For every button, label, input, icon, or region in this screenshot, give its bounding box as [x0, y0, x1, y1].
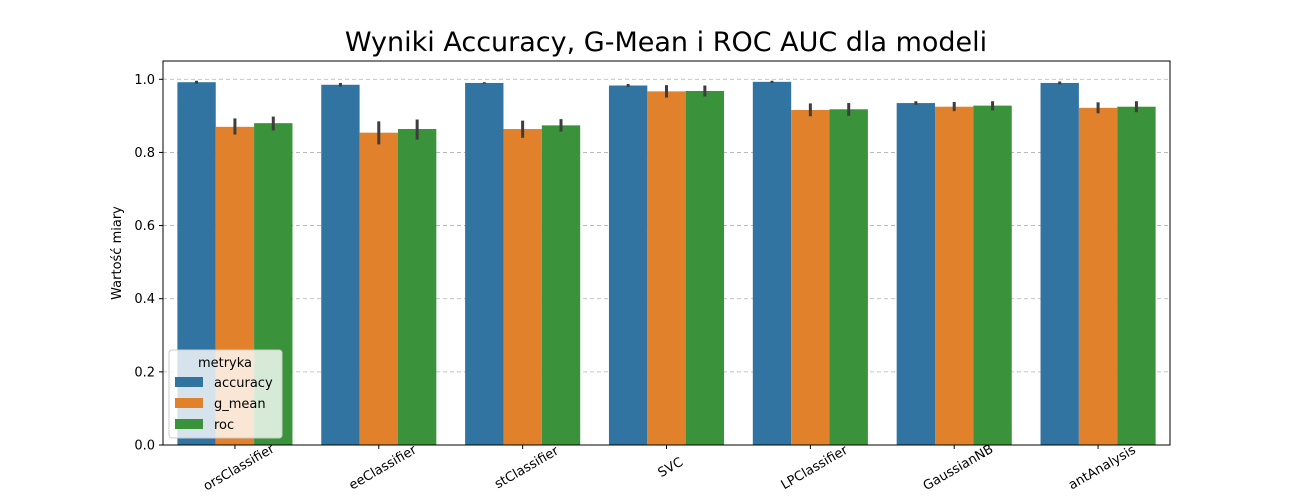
bar-accuracy — [321, 84, 360, 446]
legend-swatch-accuracy — [175, 377, 203, 387]
x-axis: orsClassifier eeClassifier stClassifier SVC… — [201, 441, 1139, 494]
legend-box — [168, 349, 283, 439]
x-tick-label: eeClassifier — [347, 442, 420, 493]
x-tick-label: antAnalysis — [1066, 443, 1139, 494]
y-tick-label: 0.4 — [134, 292, 155, 307]
bar-accuracy — [608, 85, 648, 445]
bar-roc — [829, 109, 868, 445]
legend-label-roc: roc — [214, 418, 234, 433]
y-tick-label: 0.0 — [134, 439, 155, 454]
y-axis-label: Wartość miary — [110, 206, 125, 300]
legend-label-g_mean: g_mean — [214, 397, 266, 412]
x-tick-label: stClassifier — [492, 443, 562, 492]
bar-accuracy — [1040, 82, 1079, 445]
chart-title: Wyniki Accuracy, G-Mean i ROC AUC dla mo… — [345, 27, 987, 58]
x-tick-label: LPClassifier — [779, 443, 852, 494]
bar-roc — [1117, 106, 1156, 445]
y-tick-label: 0.6 — [134, 219, 155, 234]
y-axis: 0.0 0.2 0.4 0.6 0.8 1.0 — [134, 73, 163, 454]
bar-g_mean — [1078, 107, 1118, 445]
bar-roc — [541, 125, 581, 445]
y-tick-label: 0.2 — [134, 365, 155, 380]
bar-accuracy — [752, 81, 792, 446]
bar-g_mean — [935, 106, 974, 445]
bar-accuracy — [896, 103, 936, 446]
legend-swatch-g_mean — [175, 398, 203, 408]
y-tick-label: 1.0 — [134, 73, 155, 88]
bars-group — [177, 81, 1156, 446]
x-tick-label: GaussianNB — [921, 442, 996, 494]
legend-title: metryka — [198, 356, 252, 371]
x-tick-label: orsClassifier — [201, 441, 278, 494]
bar-g_mean — [647, 91, 686, 446]
legend-swatch-roc — [175, 419, 203, 429]
bar-roc — [973, 105, 1012, 446]
bar-roc — [397, 129, 437, 445]
bar-g_mean — [359, 132, 398, 445]
bar-roc — [685, 90, 725, 445]
bar-accuracy — [465, 82, 504, 445]
error-bars-group — [195, 80, 1138, 145]
bar-g_mean — [791, 110, 830, 446]
y-tick-label: 0.8 — [134, 146, 155, 161]
legend-label-accuracy: accuracy — [214, 376, 273, 391]
bar-g_mean — [503, 129, 542, 445]
x-tick-label: SVC — [656, 455, 686, 481]
